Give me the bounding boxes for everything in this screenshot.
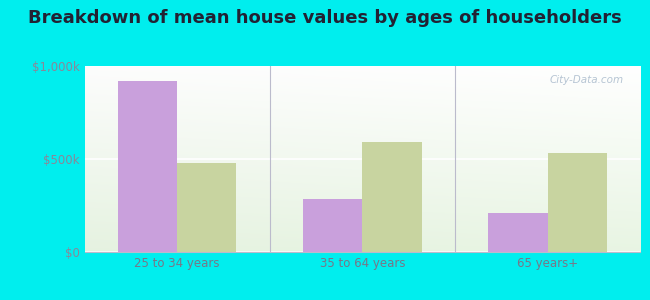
Bar	[303, 199, 363, 252]
Bar	[488, 213, 547, 252]
Bar	[363, 142, 422, 252]
Text: City-Data.com: City-Data.com	[549, 75, 623, 85]
Text: Breakdown of mean house values by ages of householders: Breakdown of mean house values by ages o…	[28, 9, 622, 27]
Bar	[118, 81, 177, 252]
Bar	[547, 153, 607, 252]
Bar	[177, 163, 237, 252]
